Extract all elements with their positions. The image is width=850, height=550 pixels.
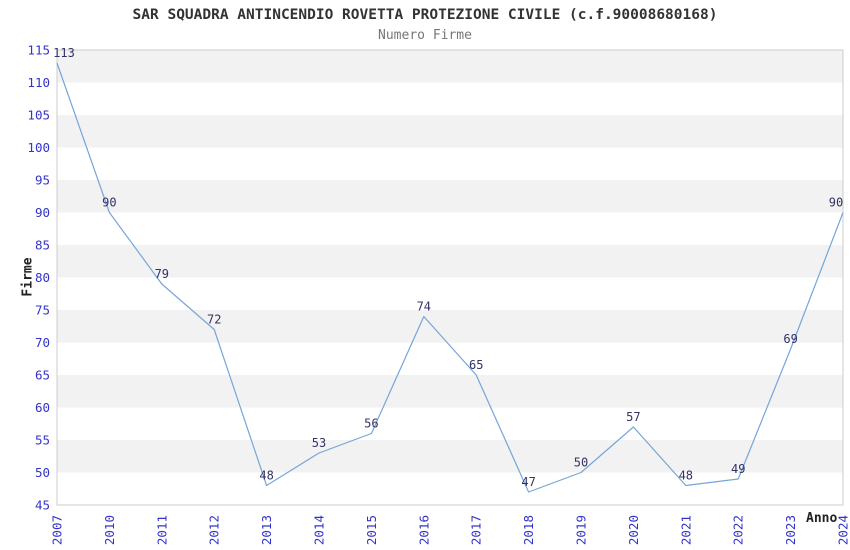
y-tick-label: 95: [35, 173, 50, 188]
y-tick-label: 75: [35, 303, 50, 318]
grid-band: [57, 245, 843, 278]
y-tick-label: 70: [35, 335, 50, 350]
x-tick-label: 2018: [521, 515, 536, 545]
x-axis-title: Anno: [806, 511, 838, 526]
y-tick-label: 80: [35, 270, 50, 285]
x-tick-label: 2022: [731, 515, 746, 545]
plot-border: [56, 49, 844, 506]
x-tick-label: 2011: [154, 515, 169, 545]
y-tick-label: 50: [35, 465, 50, 480]
data-label: 90: [829, 196, 843, 210]
x-tick-label: 2012: [207, 515, 222, 545]
data-label: 113: [53, 46, 75, 60]
y-tick-label: 65: [35, 368, 50, 383]
y-tick-label: 60: [35, 400, 50, 415]
grid-band: [57, 115, 843, 148]
x-tick-label: 2023: [783, 515, 798, 545]
data-label: 90: [102, 196, 116, 210]
data-label: 48: [259, 469, 273, 483]
x-tick-label: 2014: [312, 515, 327, 545]
data-label: 56: [364, 417, 378, 431]
y-tick-label: 85: [35, 238, 50, 253]
series-line: [56, 62, 844, 493]
data-label: 74: [417, 300, 431, 314]
y-tick-label: 100: [27, 140, 50, 155]
y-tick-label: 105: [27, 108, 50, 123]
data-label: 49: [731, 462, 745, 476]
grid-band: [57, 180, 843, 213]
y-tick-label: 45: [35, 498, 50, 513]
data-label: 79: [155, 267, 169, 281]
grid-band: [57, 440, 843, 473]
y-tick-label: 55: [35, 433, 50, 448]
x-tick-label: 2013: [259, 515, 274, 545]
y-tick-label: 115: [27, 43, 50, 58]
x-tick-label: 2021: [678, 515, 693, 545]
x-tick-label: 2017: [469, 515, 484, 545]
data-label: 47: [521, 475, 535, 489]
x-tick-label: 2010: [102, 515, 117, 545]
chart-title: SAR SQUADRA ANTINCENDIO ROVETTA PROTEZIO…: [132, 7, 718, 23]
data-label: 72: [207, 313, 221, 327]
x-tick-label: 2007: [50, 515, 65, 545]
grid-band: [57, 310, 843, 343]
data-label: 48: [679, 469, 693, 483]
chart-subtitle: Numero Firme: [378, 28, 472, 43]
grid-band: [57, 50, 843, 83]
x-tick-label: 2016: [416, 515, 431, 545]
data-label: 69: [783, 332, 797, 346]
x-tick-label: 2024: [836, 515, 850, 545]
y-tick-label: 110: [27, 75, 50, 90]
data-label: 65: [469, 358, 483, 372]
data-label: 53: [312, 436, 326, 450]
x-tick-label: 2015: [364, 515, 379, 545]
y-tick-label: 90: [35, 205, 50, 220]
data-label: 50: [574, 456, 588, 470]
x-tick-label: 2019: [574, 515, 589, 545]
grid-band: [57, 375, 843, 408]
x-tick-label: 2020: [626, 515, 641, 545]
data-label: 57: [626, 410, 640, 424]
